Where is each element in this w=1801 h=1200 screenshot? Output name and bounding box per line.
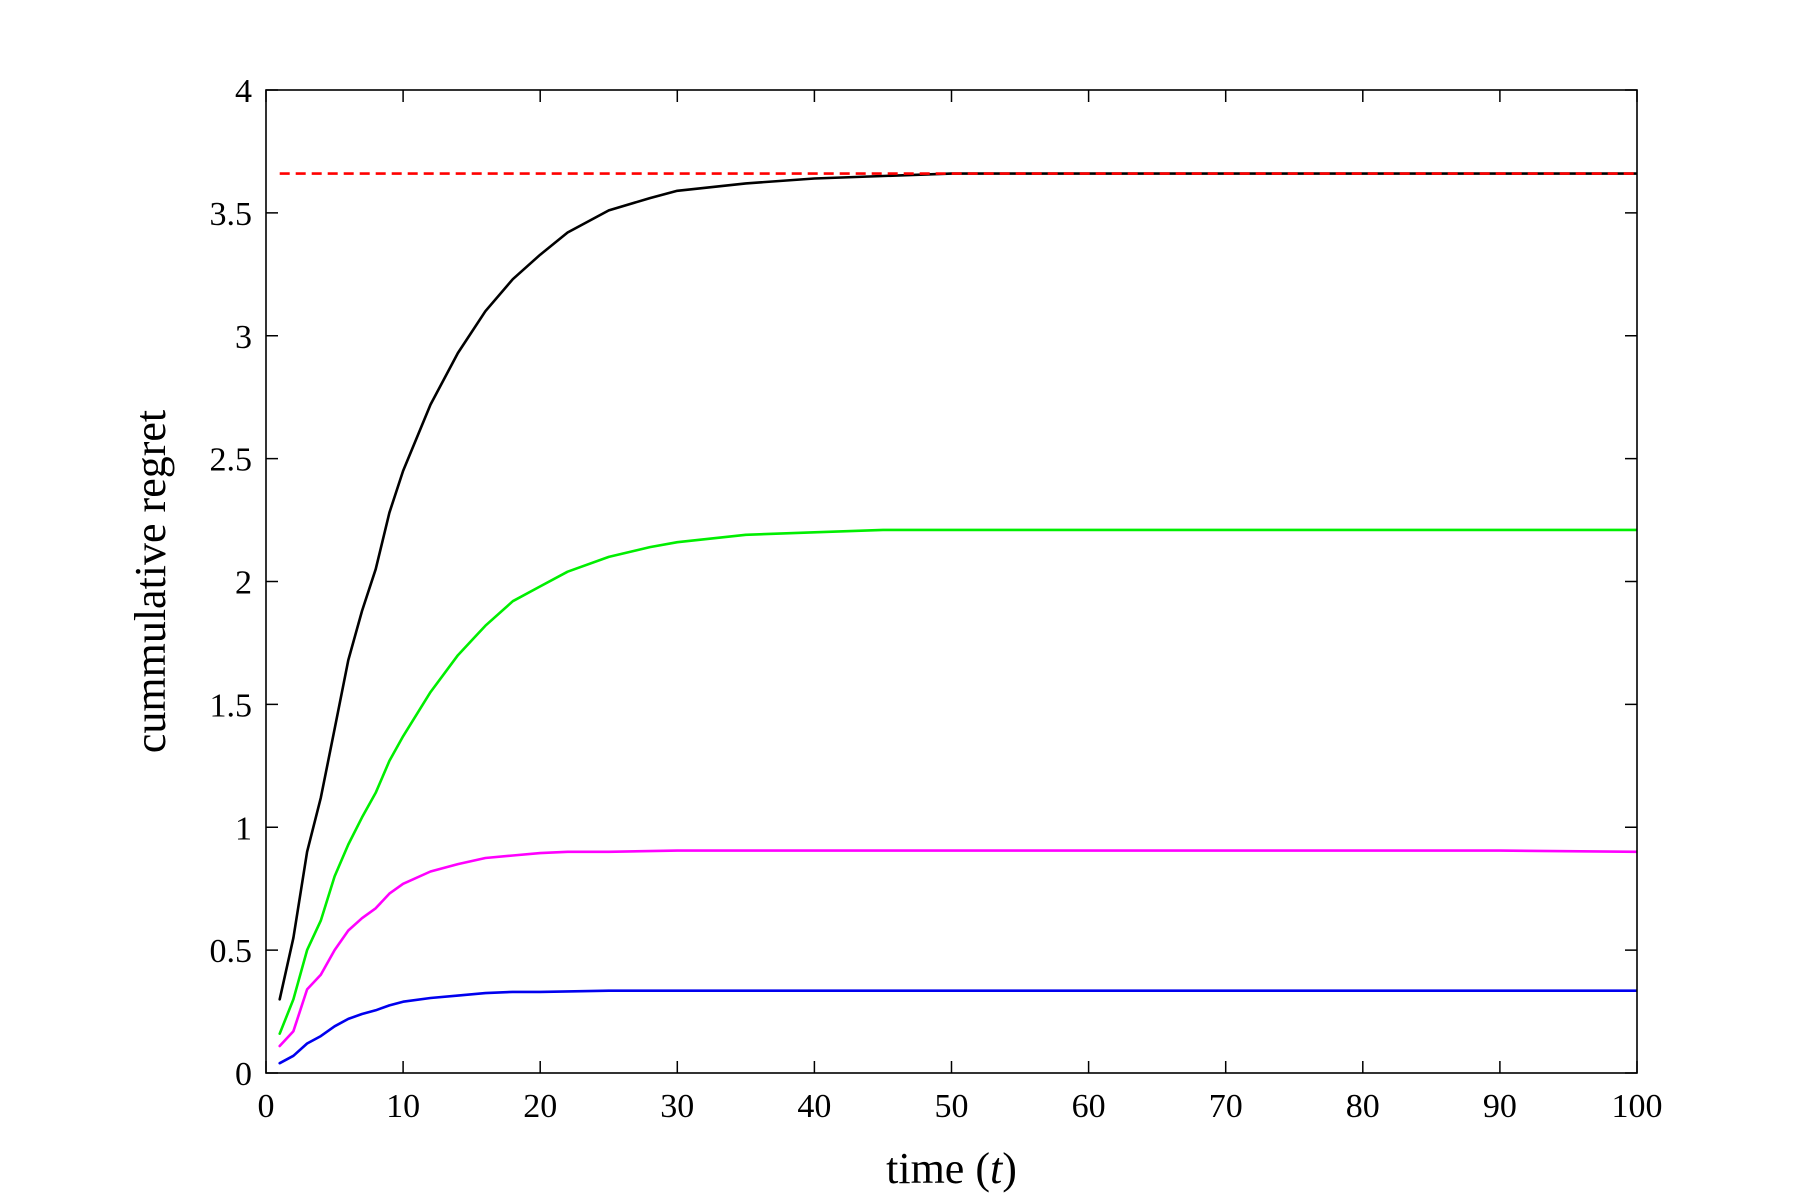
plot-area bbox=[278, 172, 1637, 1065]
x-tick-label: 40 bbox=[797, 1088, 831, 1125]
x-tick-label: 90 bbox=[1483, 1088, 1517, 1125]
y-tick-label: 1.5 bbox=[210, 687, 253, 724]
x-tick-label: 0 bbox=[258, 1088, 275, 1125]
y-tick-label: 0 bbox=[235, 1056, 252, 1093]
x-tick-label: 30 bbox=[660, 1088, 694, 1125]
y-tick-label: 0.5 bbox=[210, 933, 253, 970]
x-axis-label-variable: t bbox=[990, 1144, 1004, 1193]
x-tick-label: 60 bbox=[1072, 1088, 1106, 1125]
series-line-1 bbox=[278, 172, 1637, 1001]
x-tick-label: 100 bbox=[1612, 1088, 1663, 1125]
y-tick-label: 3.5 bbox=[210, 196, 253, 233]
y-tick-label: 4 bbox=[235, 73, 252, 110]
ticks-layer bbox=[265, 89, 1638, 1074]
y-axis-label: cummulative regret bbox=[126, 410, 175, 753]
x-tick-label: 80 bbox=[1346, 1088, 1380, 1125]
series-layer bbox=[278, 172, 1637, 1065]
x-tick-label: 20 bbox=[523, 1088, 557, 1125]
plot-frame bbox=[265, 89, 1638, 1074]
series-line-4 bbox=[278, 989, 1637, 1065]
x-tick-label: 50 bbox=[935, 1088, 969, 1125]
x-axis-label-suffix: ) bbox=[1002, 1144, 1017, 1193]
y-tick-label: 2 bbox=[235, 565, 252, 602]
tick-labels: 0 10 20 30 40 50 60 70 80 90 100 0 0.5 1 1.5 2 2.5 3 3.5 4 bbox=[210, 73, 1663, 1125]
x-axis-label-prefix: time ( bbox=[886, 1144, 990, 1193]
x-tick-label: 10 bbox=[386, 1088, 420, 1125]
y-tick-label: 3 bbox=[235, 319, 252, 356]
y-tick-label: 1 bbox=[235, 810, 252, 847]
series-line-2 bbox=[278, 528, 1637, 1035]
y-tick-label: 2.5 bbox=[210, 442, 253, 479]
x-tick-label: 70 bbox=[1209, 1088, 1243, 1125]
x-axis-label: time (t) bbox=[886, 1144, 1017, 1193]
series-line-3 bbox=[278, 849, 1637, 1048]
